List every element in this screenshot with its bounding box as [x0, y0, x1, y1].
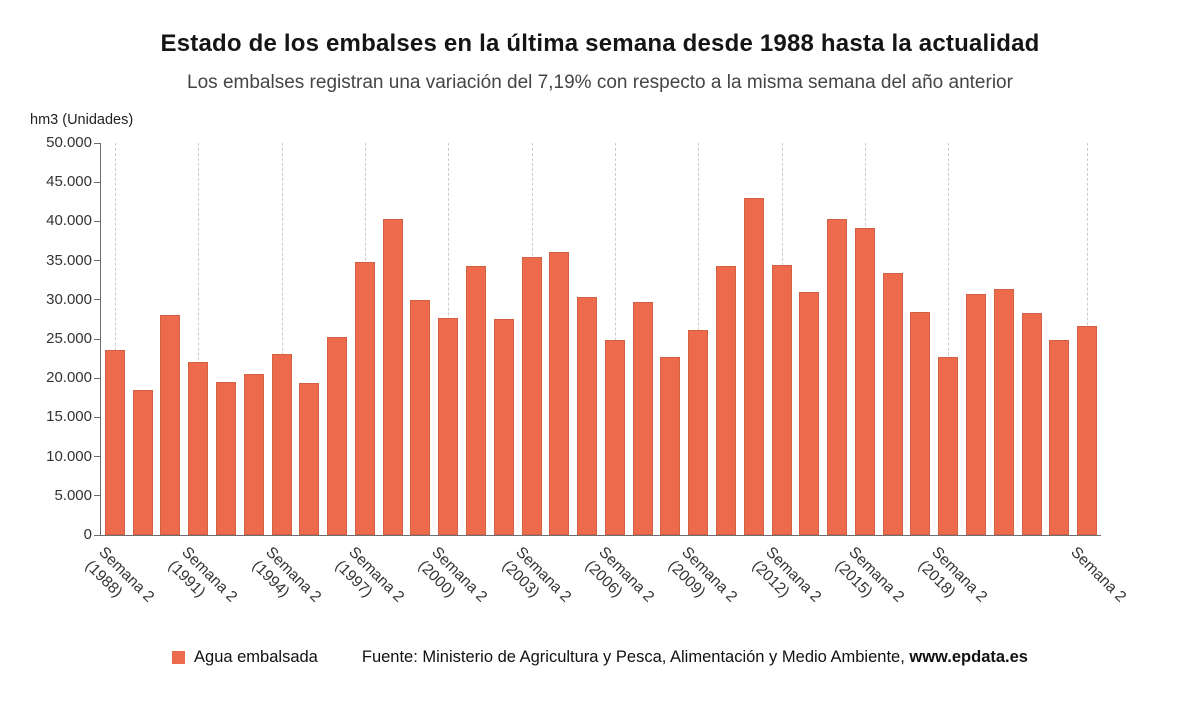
- bar-2014: [827, 219, 848, 535]
- source-text: Fuente: Ministerio de Agricultura y Pesc…: [362, 648, 1028, 667]
- y-tick-mark: [94, 416, 101, 418]
- legend-swatch: [172, 651, 186, 664]
- source-site: www.epdata.es: [909, 648, 1028, 666]
- y-tick-mark: [94, 299, 101, 301]
- y-tick-label: 15.000: [46, 408, 92, 426]
- legend-and-source-row: Agua embalsada Fuente: Ministerio de Agr…: [0, 648, 1200, 667]
- y-tick-label: 10.000: [46, 447, 92, 465]
- x-axis-labels: Semana 2 (1988) Semana 2 (1991) Semana 2 (199…: [82, 541, 1160, 661]
- y-axis-unit-label: hm3 (Unidades): [30, 112, 134, 128]
- bar-2000: [438, 317, 459, 535]
- y-tick-label: 35.000: [46, 251, 92, 269]
- x-tick-label: Semana 2 (1994): [248, 543, 324, 606]
- bar-2010: [716, 266, 736, 535]
- y-tick-label: 40.000: [46, 212, 92, 230]
- bar-2013: [799, 291, 820, 535]
- bar-2002: [493, 319, 514, 535]
- x-tick-label: Semana 2 (1988): [81, 543, 158, 606]
- bar-1998: [382, 219, 403, 535]
- bar-1990: [160, 315, 181, 535]
- bar-2008: [660, 357, 681, 535]
- plot-area: [94, 142, 1101, 536]
- bar-1996: [327, 336, 348, 535]
- bar-1997: [354, 262, 375, 535]
- gridline: [114, 143, 116, 535]
- bar-2009: [688, 330, 709, 535]
- x-tick-label: Semana 2: [1067, 543, 1130, 606]
- x-tick-label: Semana 2 (2006): [581, 543, 658, 606]
- bar-2011: [743, 197, 764, 535]
- x-tick-label: Semana 2 (2018): [915, 543, 991, 606]
- bar-2007: [632, 302, 653, 535]
- bar-2001: [466, 266, 486, 535]
- y-tick-mark: [94, 338, 101, 340]
- x-tick-label: Semana 2 (2003): [498, 543, 574, 606]
- y-axis-labels: 0 5.000 10.000 15.000 20.000 25.000 30.000 35.0…: [10, 134, 92, 543]
- x-tick-label: Semana 2 (2009): [665, 543, 741, 606]
- y-tick-label: 50.000: [46, 134, 92, 151]
- bar-2012: [771, 264, 792, 535]
- gridline: [614, 143, 616, 535]
- source-prefix: Fuente: Ministerio de Agricultura y Pesc…: [361, 648, 910, 666]
- bar-1995: [299, 382, 320, 535]
- bar-2017: [910, 312, 931, 535]
- chart-title: Estado de los embalses en la última sema…: [160, 30, 1040, 57]
- y-tick-mark: [94, 142, 101, 144]
- bar-2003: [521, 257, 542, 535]
- x-tick-label: Semana 2 (1991): [165, 543, 241, 606]
- y-tick-mark: [94, 534, 101, 536]
- y-tick-mark: [94, 456, 101, 458]
- y-tick-mark: [94, 220, 101, 222]
- chart-subtitle: Los embalses registran una variación del…: [187, 72, 1013, 93]
- y-tick-label: 20.000: [46, 369, 92, 387]
- y-tick-label: 30.000: [46, 290, 92, 308]
- bar-2021: [1021, 313, 1042, 535]
- bar-1992: [216, 382, 236, 535]
- gridline: [281, 143, 283, 535]
- gridline: [198, 143, 200, 535]
- bar-1991: [188, 361, 209, 535]
- y-tick-mark: [94, 377, 101, 379]
- bar-2004: [549, 251, 570, 535]
- bar-2023: [1077, 325, 1098, 535]
- bar-1993: [243, 374, 264, 535]
- y-tick-label: 45.000: [46, 173, 92, 191]
- bar-2006: [604, 339, 625, 535]
- y-tick-mark: [94, 495, 101, 497]
- y-tick-mark: [94, 260, 101, 262]
- bar-2018: [938, 357, 959, 535]
- x-tick-label: Semana 2 (2012): [748, 543, 824, 606]
- bar-2015: [854, 227, 875, 535]
- x-tick-label: Semana 2 (2015): [831, 543, 908, 606]
- y-tick-label: 5.000: [54, 486, 92, 504]
- bar-2022: [1049, 339, 1070, 535]
- y-tick-mark: [94, 181, 101, 183]
- y-tick-label: 25.000: [46, 330, 92, 347]
- bar-1989: [132, 389, 153, 535]
- bar-1988: [104, 349, 125, 535]
- gridline: [948, 143, 950, 535]
- x-tick-label: Semana 2 (2000): [415, 543, 491, 606]
- bar-2005: [577, 296, 598, 535]
- y-tick-label: 0: [83, 526, 92, 543]
- x-tick-label: Semana 2 (1997): [331, 543, 408, 606]
- legend-label: Agua embalsada: [194, 648, 318, 666]
- bar-1999: [410, 299, 431, 535]
- bar-2019: [966, 294, 986, 535]
- bar-2016: [882, 273, 903, 535]
- bar-2020: [993, 288, 1014, 535]
- bar-1994: [271, 353, 292, 535]
